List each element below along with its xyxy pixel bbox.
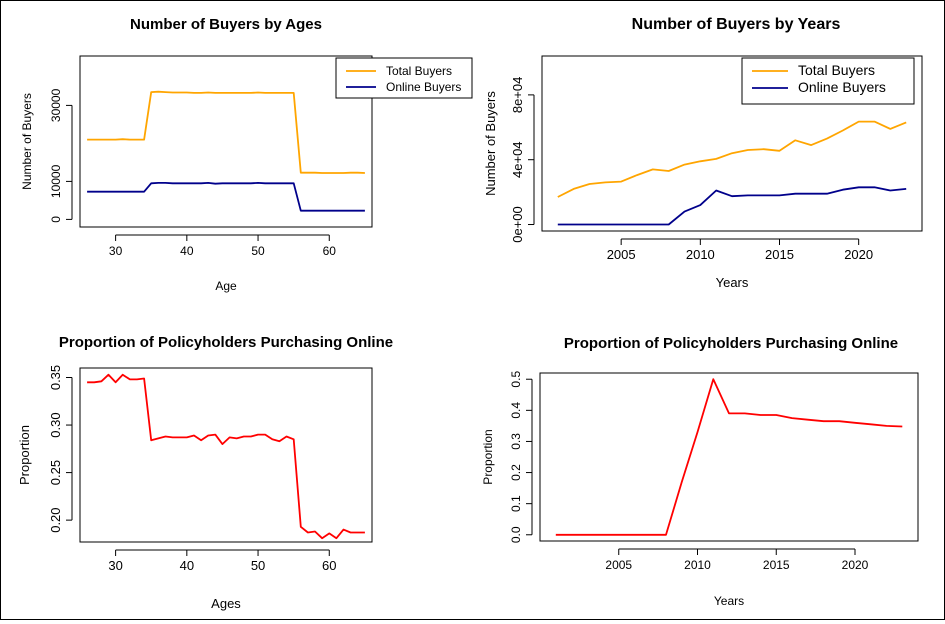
- y-axis: 0.20 0.25 0.30 0.35 Proportion: [17, 365, 73, 533]
- y-tick-label: 10000: [49, 164, 63, 198]
- legend-label: Online Buyers: [798, 79, 886, 95]
- y-axis-label: Proportion: [17, 425, 32, 485]
- chart-panel-4: Proportion of Policyholders Purchasing O…: [481, 335, 919, 608]
- x-tick-label: 2020: [842, 558, 869, 572]
- legend-label: Total Buyers: [386, 64, 452, 78]
- y-axis-label: Number of Buyers: [483, 91, 498, 196]
- y-tick-label: 0.25: [48, 460, 63, 485]
- y-axis-label: Number of Buyers: [20, 93, 34, 190]
- x-tick-label: 30: [108, 558, 122, 573]
- legend-box: [741, 57, 915, 105]
- chart-title: Proportion of Policyholders Purchasing O…: [564, 335, 898, 352]
- y-tick-label: 0.5: [509, 371, 523, 388]
- y-axis-label: Proportion: [481, 429, 495, 484]
- x-axis-label: Years: [716, 275, 749, 290]
- x-axis: 2005 2010 2015 2020 Years: [605, 548, 869, 608]
- legend-label: Online Buyers: [386, 80, 461, 94]
- chart-title: Number of Buyers by Ages: [130, 16, 322, 33]
- series-line-total-buyers: [557, 120, 907, 198]
- chart-panel-2: Number of Buyers by Years 2005 2010 2015 202…: [483, 16, 923, 290]
- series-line-online-buyers: [87, 181, 365, 212]
- legend-box: [335, 57, 473, 99]
- y-tick-label: 0.35: [48, 365, 63, 390]
- y-axis: 0.0 0.1 0.2 0.3 0.4 0.5 Proportion: [481, 371, 533, 543]
- y-tick-label: 0: [49, 216, 63, 223]
- x-tick-label: 2015: [763, 558, 790, 572]
- y-axis: 0 10000 30000 Number of Buyers: [20, 88, 73, 223]
- x-tick-label: 2010: [684, 558, 711, 572]
- x-axis: 30 40 50 60 Age: [109, 234, 337, 293]
- x-axis: 30 40 50 60 Ages: [108, 549, 337, 611]
- x-tick-label: 2005: [605, 558, 632, 572]
- series-line-online-buyers: [557, 186, 907, 226]
- x-axis: 2005 2010 2015 2020 Years: [607, 238, 873, 290]
- y-tick-label: 8e+04: [510, 77, 525, 114]
- x-axis-label: Age: [215, 279, 237, 293]
- y-tick-label: 0.20: [48, 507, 63, 532]
- plot-area: [539, 372, 919, 542]
- x-tick-label: 50: [251, 244, 265, 258]
- y-tick-label: 0.3: [509, 433, 523, 450]
- x-tick-label: 2015: [765, 247, 794, 262]
- y-tick-label: 30000: [49, 88, 63, 122]
- x-tick-label: 40: [180, 558, 194, 573]
- x-tick-label: 60: [323, 244, 337, 258]
- x-axis-label: Years: [714, 594, 744, 608]
- plot-area: [79, 367, 373, 543]
- series-line: [555, 378, 903, 536]
- chart-panel-3: Proportion of Policyholders Purchasing O…: [17, 334, 393, 611]
- y-tick-label: 0e+00: [510, 206, 525, 243]
- series-line: [87, 373, 365, 540]
- plot-area: [79, 55, 373, 228]
- y-axis: 0e+00 4e+04 8e+04 Number of Buyers: [483, 77, 535, 243]
- x-axis-label: Ages: [211, 596, 241, 611]
- x-tick-label: 60: [322, 558, 336, 573]
- x-tick-label: 2010: [686, 247, 715, 262]
- legend-label: Total Buyers: [798, 62, 875, 78]
- x-tick-label: 2005: [607, 247, 636, 262]
- y-tick-label: 0.1: [509, 495, 523, 512]
- x-tick-label: 50: [251, 558, 265, 573]
- y-tick-label: 0.0: [509, 526, 523, 543]
- series-line-total-buyers: [87, 90, 365, 174]
- legend: Total Buyers Online Buyers: [335, 57, 473, 99]
- chart-title: Proportion of Policyholders Purchasing O…: [59, 334, 393, 351]
- y-tick-label: 0.4: [509, 402, 523, 419]
- y-tick-label: 4e+04: [510, 141, 525, 178]
- x-tick-label: 30: [109, 244, 123, 258]
- y-tick-label: 0.2: [509, 464, 523, 481]
- chart-title: Number of Buyers by Years: [632, 16, 841, 33]
- chart-panel-1: Number of Buyers by Ages 30 40 50 60 Age 0 1000…: [20, 16, 473, 293]
- plot-area: [541, 55, 923, 232]
- x-tick-label: 40: [180, 244, 194, 258]
- y-tick-label: 0.30: [48, 412, 63, 437]
- x-tick-label: 2020: [844, 247, 873, 262]
